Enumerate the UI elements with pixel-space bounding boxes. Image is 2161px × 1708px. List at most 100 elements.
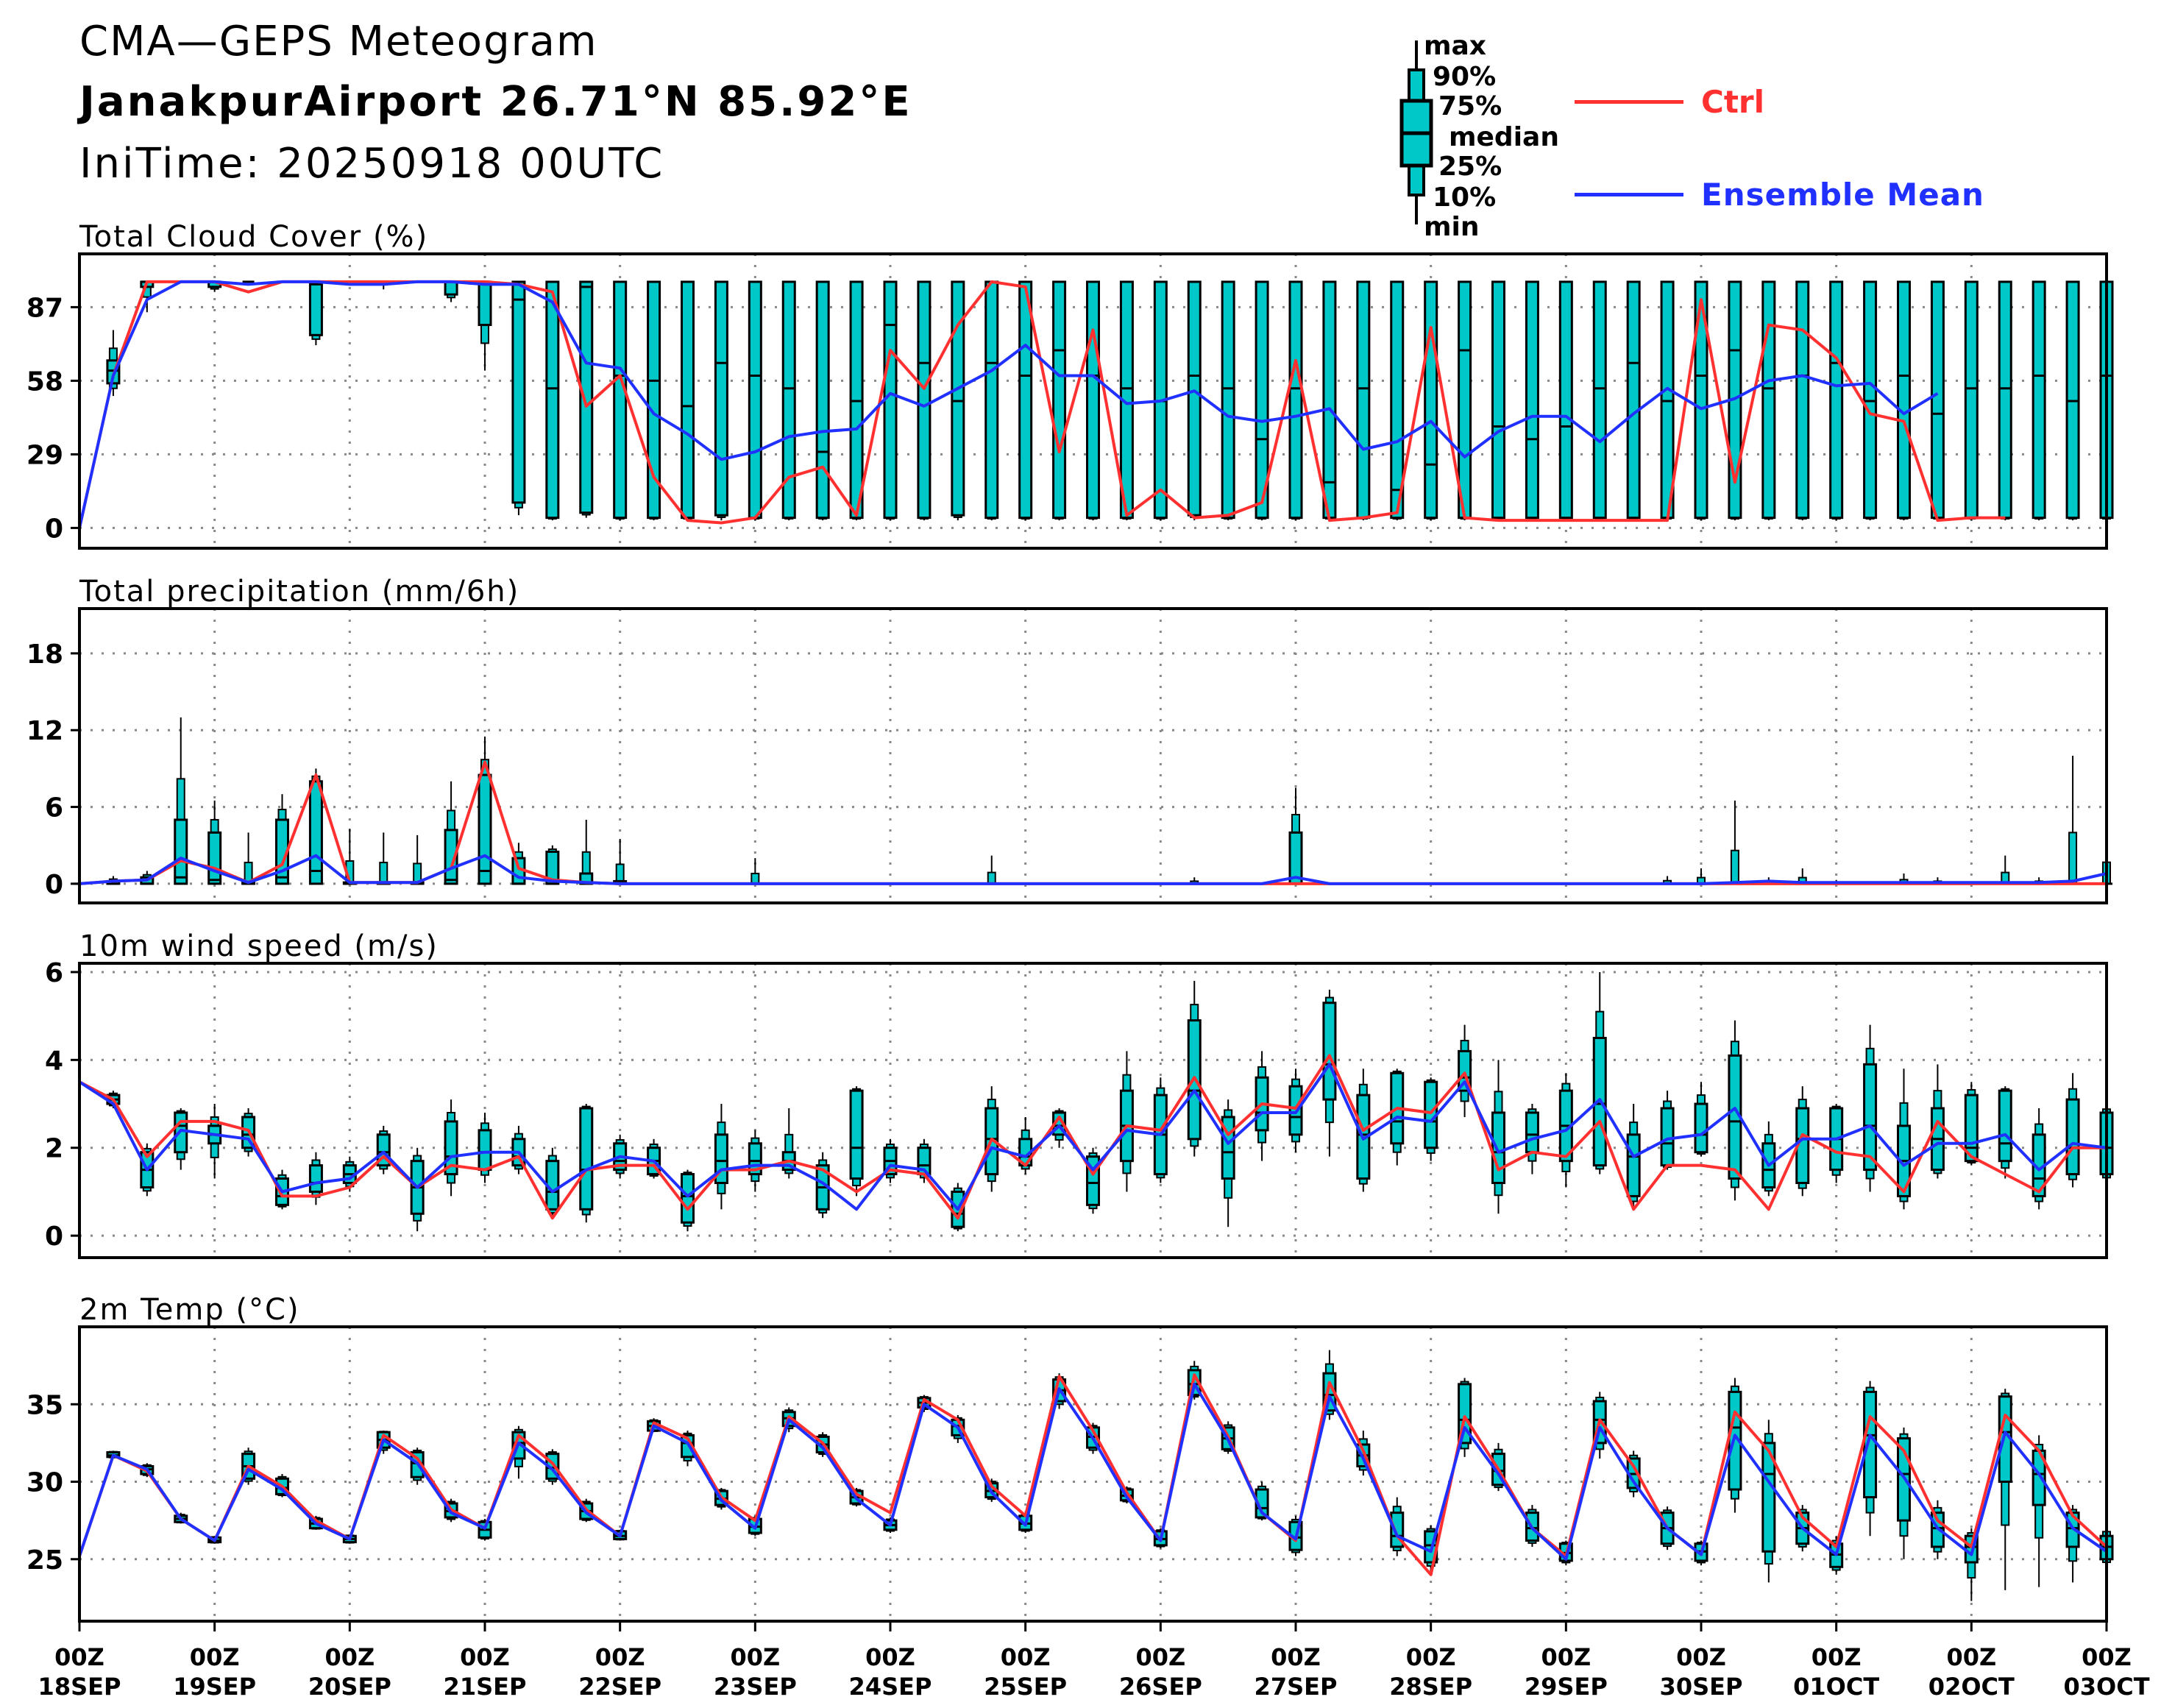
x-tick-label-time: 00Z	[54, 1643, 104, 1671]
x-tick-label-time: 00Z	[2082, 1643, 2132, 1671]
box-plot	[1086, 1147, 1100, 1214]
box-plot	[849, 1086, 864, 1197]
x-tick-label-date: 29SEP	[1525, 1673, 1608, 1701]
box-plot	[2067, 756, 2079, 885]
box-plot	[749, 858, 762, 885]
panel-1	[71, 607, 2112, 904]
box-plot	[647, 280, 661, 521]
x-tick-label-time: 00Z	[1812, 1643, 1862, 1671]
box-plot	[748, 280, 762, 521]
box-inner	[1660, 280, 1675, 520]
x-tick-label-date: 27SEP	[1255, 1673, 1338, 1701]
ctrl-legend-label: Ctrl	[1701, 84, 1765, 120]
y-tick-label: 0	[45, 514, 63, 544]
x-tick-label-date: 03OCT	[2063, 1673, 2149, 1701]
panel-title: Total Cloud Cover (%)	[79, 220, 428, 254]
box-plot	[1930, 280, 1945, 521]
box-inner	[849, 280, 864, 520]
box-plot	[376, 832, 391, 885]
box-plot	[1221, 280, 1235, 521]
box-inner	[1660, 1107, 1675, 1167]
box-plot	[781, 280, 796, 521]
box-plot	[1018, 280, 1033, 521]
x-tick-label-date: 18SEP	[38, 1673, 121, 1701]
box-plot	[1491, 1060, 1505, 1214]
box-plot	[1390, 280, 1405, 521]
box-plot	[714, 280, 728, 521]
box-plot	[681, 280, 695, 521]
box-plot	[1761, 1420, 1776, 1583]
box-inner	[478, 1129, 492, 1172]
box-plot	[1964, 1082, 1979, 1166]
y-tick-label: 0	[45, 1222, 63, 1252]
box-plot	[815, 280, 830, 521]
box-plot	[241, 832, 256, 885]
box-plot	[1558, 280, 1573, 521]
box-inner	[1863, 280, 1878, 520]
box-inner	[1694, 280, 1708, 520]
box-plot	[1626, 280, 1641, 521]
y-tick-label: 2	[45, 1134, 63, 1164]
box-inner	[1626, 1133, 1641, 1197]
x-tick-label-time: 00Z	[1001, 1643, 1051, 1671]
box-inner	[1491, 1111, 1505, 1185]
legend-p10: 10%	[1433, 183, 1497, 213]
box-plot	[1897, 1069, 1911, 1210]
y-tick-label: 0	[45, 870, 63, 900]
box-inner	[849, 1089, 864, 1180]
box-inner	[579, 1107, 594, 1211]
y-tick-label: 25	[26, 1545, 63, 1576]
y-tick-label: 87	[26, 293, 63, 323]
legend-median: median	[1449, 122, 1559, 152]
y-tick-label: 29	[26, 440, 63, 470]
panel-frame	[78, 252, 2108, 550]
box-plot	[1728, 800, 1741, 885]
box-inner	[681, 280, 695, 520]
box-inner	[1424, 280, 1438, 520]
y-tick-label: 6	[45, 793, 63, 823]
y-tick-label: 18	[26, 639, 63, 670]
panel-title: 10m wind speed (m/s)	[79, 929, 439, 963]
box-plot	[613, 839, 628, 885]
box-inner	[917, 280, 932, 520]
box-plot	[478, 1112, 492, 1183]
box-plot	[714, 1104, 728, 1210]
mean-line	[78, 1382, 2108, 1561]
box-inner	[1897, 280, 1911, 520]
box-plot	[613, 280, 628, 521]
box-outer	[751, 873, 760, 885]
box-plot	[1356, 280, 1371, 521]
box-plot	[849, 280, 864, 521]
box-plot	[410, 834, 425, 885]
box-inner	[1863, 1063, 1878, 1172]
x-tick-label-time: 00Z	[1541, 1643, 1591, 1671]
box-plot	[174, 1108, 188, 1170]
box-plot	[1458, 280, 1472, 521]
mean-line	[78, 280, 1939, 528]
box-plot	[174, 717, 188, 885]
box-inner	[1525, 1111, 1539, 1154]
box-inner	[2032, 280, 2046, 520]
box-inner	[1356, 280, 1371, 520]
box-plot	[545, 280, 560, 521]
mean-line	[79, 854, 2107, 885]
box-inner	[951, 280, 965, 517]
box-plot	[1288, 787, 1303, 885]
box-inner	[1322, 1002, 1337, 1101]
box-plot	[1187, 980, 1202, 1157]
box-outer	[2068, 832, 2078, 885]
y-tick-label: 30	[26, 1468, 63, 1498]
x-tick-label-date: 01OCT	[1793, 1673, 1879, 1701]
init-time-label: IniTime: 20250918 00UTC	[79, 140, 665, 188]
box-inner	[545, 280, 560, 520]
mean-line	[78, 1063, 2107, 1211]
box-inner	[478, 773, 492, 885]
box-inner	[1052, 280, 1067, 520]
box-plot	[1390, 1497, 1405, 1556]
box-plot	[1998, 280, 2012, 521]
box-inner	[1795, 280, 1810, 520]
box-inner	[1964, 280, 1979, 520]
y-tick-label: 12	[26, 716, 63, 746]
box-plot	[579, 1104, 594, 1223]
box-inner	[1491, 280, 1505, 520]
